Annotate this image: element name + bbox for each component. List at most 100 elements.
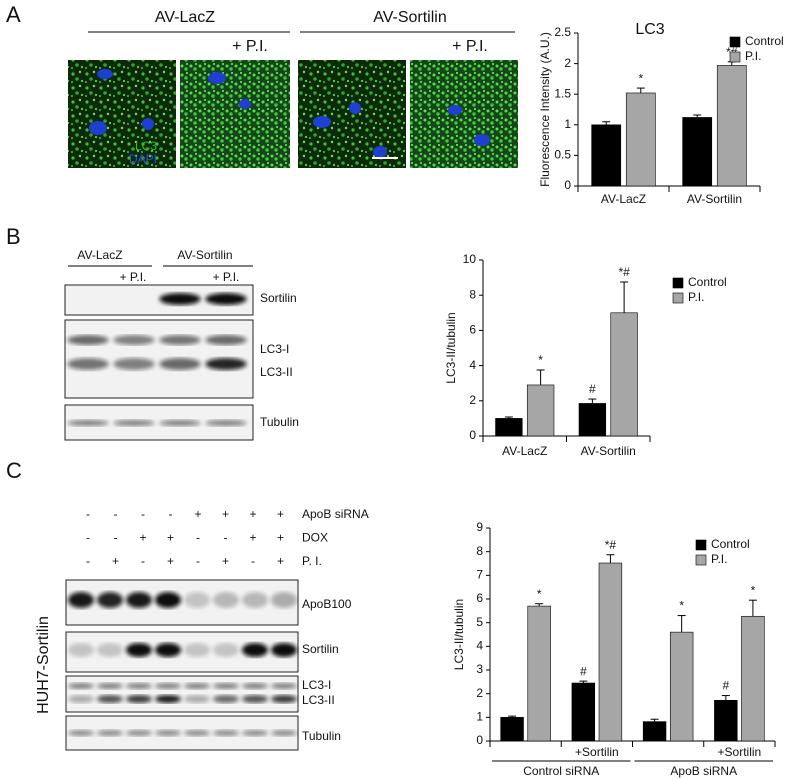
condition-sign: + [194,507,201,521]
y-tick-label: 10 [463,252,477,266]
condition-sign: + [139,531,146,545]
chart-title: LC3 [635,21,664,38]
blot-band [241,683,269,689]
bar [714,699,738,742]
blot-band [241,695,269,703]
condition-sign: + [112,554,119,568]
treatment-label: + P.I. [213,270,240,284]
condition-sign: - [224,531,228,545]
legend-swatch [672,292,684,304]
blot-band [212,592,240,608]
blot-band [241,592,269,608]
x-tick-label: AV-Sortilin [581,444,636,458]
blot-band [270,643,298,657]
y-axis-label: LC3-II/tubulin [452,599,466,670]
y-tick-label: 1.5 [554,86,571,100]
blot-band [159,335,201,345]
bar [642,721,667,742]
y-axis-label: LC3-II/tubulin [444,312,458,383]
condition-sign: + [167,531,174,545]
image-label: LC3 [135,139,157,153]
condition-sign: - [251,554,255,568]
significance-marker: # [580,664,587,678]
blot-band [205,293,247,305]
group-label: ApoB siRNA [670,764,737,778]
significance-marker: * [538,353,543,367]
blot-band [154,592,182,608]
blot-band [67,335,109,345]
image-label: DAPI [129,152,157,166]
condition-label: DOX [302,531,328,545]
condition-sign: + [222,554,229,568]
blot-band [183,730,211,736]
y-tick-label: 0 [564,178,571,192]
blot-band [241,643,269,657]
condition-sign: - [196,531,200,545]
y-tick-label: 5 [476,615,483,629]
x-tick-label: AV-LacZ [502,444,547,458]
condition-label: ApoB siRNA [302,507,369,521]
condition-sign: - [141,554,145,568]
condition-sign: + [249,507,256,521]
condition-sign: - [86,554,90,568]
condition-sign: + [277,507,284,521]
micrographs [68,60,518,168]
significance-marker: * [751,583,756,597]
blot-band [96,643,124,657]
y-tick-label: 2 [476,686,483,700]
blot-band [154,683,182,689]
bar [578,403,607,437]
blot-band [159,293,201,305]
blot-band [125,643,153,657]
blots [64,284,254,441]
blot-band [96,592,124,608]
legend-label: Control [688,275,727,289]
blot-band [154,643,182,657]
condition-sign: - [114,507,118,521]
condition-sign: - [86,507,90,521]
blot-band [270,592,298,608]
significance-marker: * [679,599,684,613]
blot-band [67,420,109,426]
panel-label: B [6,224,21,249]
legend-swatch [672,277,684,289]
significance-marker: # [589,382,596,396]
blot-band [125,683,153,689]
y-tick-label: 0 [469,428,476,442]
y-tick-label: 2.5 [554,25,571,39]
blot-label: Sortilin [260,291,297,305]
legend-swatch [695,539,707,551]
condition-sign: + [249,531,256,545]
group-label: AV-LacZ [155,9,215,26]
blot-label: Tubulin [302,729,341,743]
blot-band [125,592,153,608]
y-tick-label: 9 [476,520,483,534]
y-tick-label: 7 [476,568,483,582]
legend-label: Control [711,537,750,551]
legend-label: P.I. [711,552,727,566]
y-tick-label: 3 [476,662,483,676]
blot-band [96,730,124,736]
significance-marker: * [537,587,542,601]
bar [610,312,638,437]
treatment-label: + P.I. [120,270,147,284]
blot-band [183,695,211,703]
blot-band [96,695,124,703]
cell-line-label: HUH7-Sortilin [35,616,52,714]
blot-band [270,730,298,736]
condition-sign: + [277,554,284,568]
blot-band [183,683,211,689]
group-label: AV-Sortilin [177,248,232,262]
blot-band [205,335,247,345]
x-tick-label: AV-Sortilin [687,192,742,206]
y-tick-label: 6 [476,591,483,605]
legend-swatch [729,36,741,48]
condition-label: P. I. [302,554,322,568]
y-tick-label: 6 [469,323,476,337]
bar [591,124,622,187]
condition-sign: + [167,554,174,568]
blot-label: Tubulin [260,415,299,429]
y-tick-label: 0.5 [554,148,571,162]
condition-sign: - [86,531,90,545]
bar [625,92,656,187]
